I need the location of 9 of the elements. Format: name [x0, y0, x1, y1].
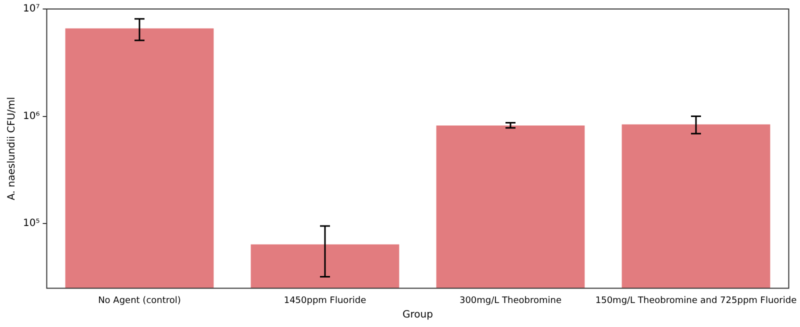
- y-tick-label: 10⁵: [23, 218, 40, 230]
- y-tick-label: 10⁶: [23, 110, 40, 122]
- x-tick-label: 150mg/L Theobromine and 725ppm Fluoride: [595, 296, 798, 306]
- x-tick-label: 300mg/L Theobromine: [459, 296, 562, 306]
- y-tick-label: 10⁷: [23, 4, 40, 15]
- y-axis-title: A. naeslundii CFU/ml: [6, 96, 18, 200]
- x-tick-label: 1450ppm Fluoride: [284, 296, 367, 306]
- x-axis-title: Group: [402, 310, 433, 321]
- x-tick-label: No Agent (control): [98, 296, 181, 306]
